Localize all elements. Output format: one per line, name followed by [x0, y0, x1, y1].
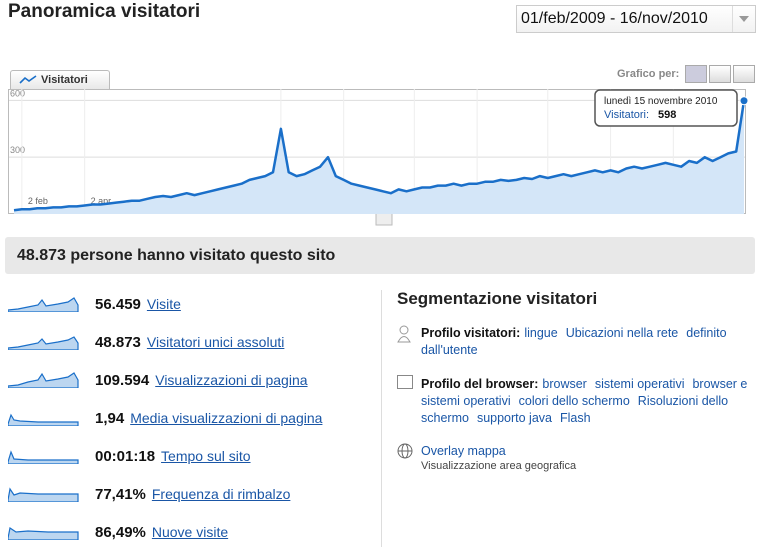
sparkline — [8, 413, 79, 426]
tooltip-value: 598 — [658, 109, 676, 121]
segment-link[interactable]: Risoluzioni dello schermo — [421, 394, 729, 425]
segmentation-title: Segmentazione visitatori — [397, 289, 598, 308]
y-tick-label: 300 — [10, 145, 25, 155]
divider — [381, 290, 382, 547]
person-icon — [397, 325, 411, 343]
sparkline-line — [8, 450, 79, 464]
metric-value: 56.459 — [95, 295, 141, 313]
metric-row: 77,41% Frequenza di rimbalzo — [8, 482, 290, 506]
sparkline-line — [8, 487, 79, 502]
map-overlay-link[interactable]: Overlay mappa — [421, 444, 506, 458]
metric-row: 56.459 Visite — [8, 292, 181, 316]
page-title: Panoramica visitatori — [8, 1, 201, 22]
sparkline-line — [8, 297, 79, 312]
segment-link[interactable]: Flash — [560, 411, 591, 425]
metric-link[interactable]: Visite — [146, 296, 181, 312]
segment-link[interactable]: sistemi operativi — [594, 377, 685, 391]
tooltip-date: lunedì 15 novembre 2010 — [604, 96, 718, 107]
sparkline — [8, 527, 79, 540]
tab-icon — [19, 75, 37, 84]
sparkline-line — [8, 527, 79, 540]
date-range: 01/feb/2009 - 16/nov/2010 — [521, 10, 708, 27]
metric-row: 48.873 Visitatori unici assoluti — [8, 330, 284, 354]
sparkline-line — [8, 413, 79, 426]
month-button[interactable] — [733, 65, 755, 83]
metric-tab[interactable]: Visitatori — [10, 70, 110, 89]
section-title: Profilo del browser: — [421, 377, 539, 391]
tooltip — [594, 89, 738, 127]
segment-link[interactable]: browser e sistemi operativi — [421, 377, 748, 408]
metric-value: 109.594 — [95, 371, 150, 389]
collapse-toggle[interactable] — [375, 212, 393, 226]
sparkline — [8, 336, 79, 350]
sparkline — [8, 450, 79, 464]
date-range-picker[interactable]: 01/feb/2009 - 16/nov/2010 — [516, 5, 756, 33]
browser-profile: Profilo del browser: browser sistemi opera… — [421, 376, 751, 427]
sparkline — [8, 372, 79, 388]
segment-link[interactable]: definito dall'utente — [421, 326, 727, 357]
metric-row: 86,49% Nuove visite — [8, 520, 228, 544]
metric-row: 109.594 Visualizzazioni di pagina — [8, 368, 308, 392]
sparkline — [8, 297, 79, 312]
point — [739, 96, 749, 106]
metric-value: 86,49% — [95, 523, 146, 541]
map-overlay-description: Visualizzazione area geografica — [421, 460, 577, 472]
map-overlay: Overlay mappa — [421, 443, 751, 460]
y-tick-label: 600 — [10, 89, 25, 98]
segment-link[interactable]: colori dello schermo — [518, 394, 630, 408]
summary-bar: 48.873 persone hanno visitato questo sit… — [5, 237, 755, 274]
metric-value: 77,41% — [95, 485, 146, 503]
globe-icon — [397, 443, 413, 459]
x-tick-label: 2 apr — [91, 196, 112, 206]
browser-icon — [397, 375, 413, 389]
area — [14, 100, 744, 214]
sparkline — [8, 487, 79, 502]
metric-link[interactable]: Frequenza di rimbalzo — [151, 486, 291, 502]
line — [13, 100, 746, 212]
tab-label: Visitatori — [41, 74, 88, 86]
metric-row: 00:01:18 Tempo sul sito — [8, 444, 251, 468]
week-button[interactable] — [709, 65, 731, 83]
metric-link[interactable]: Nuove visite — [151, 524, 229, 540]
metric-link[interactable]: Visitatori unici assoluti — [146, 334, 285, 350]
metric-row: 1,94 Media visualizzazioni di pagina — [8, 406, 322, 430]
segment-link[interactable]: browser — [542, 377, 587, 391]
metric-link[interactable]: Visualizzazioni di pagina — [155, 372, 308, 388]
metric-value: 48.873 — [95, 333, 141, 351]
tooltip-label: Visitatori: — [604, 109, 649, 121]
x-tick-label: 2 feb — [28, 196, 48, 206]
segment-link[interactable]: Ubicazioni nella rete — [565, 326, 679, 340]
metric-link[interactable]: Tempo sul sito — [161, 448, 251, 464]
day-button[interactable] — [685, 65, 707, 83]
metric-link[interactable]: Media visualizzazioni di pagina — [130, 410, 323, 426]
sparkline-line — [8, 336, 79, 350]
section-title: Profilo visitatori: — [421, 326, 521, 340]
sparkline-line — [8, 372, 79, 388]
segment-link[interactable]: lingue — [524, 326, 558, 340]
segment-link[interactable]: supporto java — [476, 411, 552, 425]
metric-value: 00:01:18 — [95, 447, 156, 465]
graph-by-label: Grafico per: — [617, 68, 680, 80]
metric-value: 1,94 — [95, 409, 125, 427]
visitor-profile: Profilo visitatori: lingue Ubicazioni nell… — [421, 325, 751, 359]
